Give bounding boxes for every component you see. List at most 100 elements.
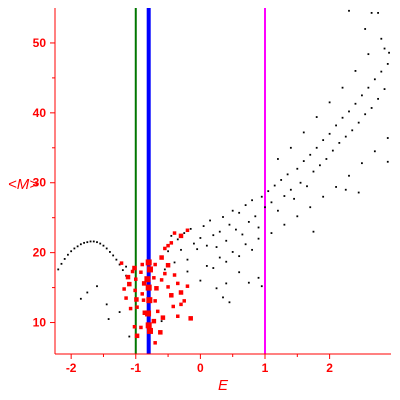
x-tick-label-1: -1	[130, 361, 141, 375]
point-red-0	[132, 265, 137, 271]
point-red-57	[188, 316, 193, 321]
point-black-124	[322, 195, 325, 198]
point-black-44	[205, 244, 208, 247]
point-black-72	[257, 237, 260, 240]
point-black-36	[180, 248, 182, 251]
data-points	[57, 9, 390, 345]
point-black-13	[99, 242, 102, 245]
point-red-15	[146, 266, 153, 273]
point-black-116	[377, 97, 379, 100]
point-black-119	[386, 63, 389, 65]
point-black-20	[121, 269, 124, 272]
point-black-97	[315, 146, 318, 149]
point-black-3	[67, 253, 69, 256]
point-black-130	[277, 158, 279, 160]
point-black-0	[57, 268, 60, 271]
point-red-1	[134, 277, 138, 281]
point-black-78	[247, 281, 250, 284]
point-red-7	[140, 262, 144, 267]
point-black-46	[212, 234, 215, 237]
point-red-47	[185, 284, 190, 288]
x-tick-label-2: 0	[197, 361, 204, 375]
point-black-10	[89, 240, 92, 243]
point-black-74	[222, 296, 224, 299]
point-black-133	[315, 116, 318, 118]
point-black-137	[367, 53, 370, 56]
point-red-58	[166, 243, 170, 248]
point-black-30	[160, 320, 163, 323]
point-red-32	[119, 261, 124, 265]
point-black-141	[377, 11, 379, 14]
point-black-61	[260, 195, 263, 198]
point-red-18	[146, 297, 153, 304]
point-black-59	[254, 215, 257, 218]
point-black-109	[354, 102, 357, 105]
point-black-83	[270, 201, 273, 204]
point-black-126	[348, 174, 350, 177]
point-red-2	[133, 288, 137, 293]
point-red-35	[124, 296, 128, 300]
point-black-85	[277, 209, 279, 212]
point-red-30	[125, 274, 131, 280]
y-tick-label-1: 20	[33, 246, 47, 260]
point-black-94	[306, 185, 308, 188]
point-black-33	[170, 234, 173, 237]
point-black-60	[257, 226, 260, 229]
point-black-81	[264, 206, 266, 209]
point-black-1	[60, 262, 63, 265]
point-red-38	[166, 285, 170, 289]
point-black-32	[167, 250, 169, 253]
point-black-48	[218, 230, 221, 233]
y-tick-label-4: 50	[33, 36, 47, 50]
x-tick-label-4: 2	[326, 361, 333, 375]
point-black-52	[231, 209, 234, 212]
point-black-17	[112, 254, 115, 257]
point-black-104	[338, 142, 341, 144]
point-black-24	[96, 285, 98, 288]
point-black-9	[86, 241, 89, 244]
point-black-120	[270, 232, 273, 234]
point-black-82	[267, 190, 270, 193]
point-black-12	[96, 241, 98, 244]
point-red-16	[144, 276, 151, 283]
point-red-20	[145, 322, 152, 329]
point-black-86	[280, 179, 283, 181]
point-red-45	[178, 290, 184, 295]
point-black-123	[309, 206, 312, 209]
point-black-69	[238, 255, 241, 258]
point-black-134	[328, 101, 331, 104]
point-black-35	[176, 238, 179, 241]
point-black-88	[286, 173, 289, 176]
point-black-57	[247, 220, 250, 223]
point-black-115	[373, 78, 376, 81]
point-black-27	[118, 311, 121, 313]
axes	[50, 8, 391, 359]
point-black-39	[189, 227, 192, 230]
point-red-11	[141, 298, 146, 302]
point-black-84	[273, 184, 276, 187]
point-black-7	[79, 243, 82, 246]
point-black-113	[367, 86, 370, 89]
point-black-122	[296, 215, 299, 218]
point-black-68	[231, 251, 234, 253]
point-black-91	[296, 167, 299, 170]
point-black-6	[76, 245, 79, 248]
point-red-55	[185, 228, 190, 233]
point-black-58	[251, 199, 253, 202]
point-red-42	[165, 262, 171, 268]
point-red-52	[169, 241, 174, 245]
point-red-51	[158, 330, 163, 335]
tick-labels: -2 -1 0 1 2 10 20 30 40 50	[33, 36, 334, 375]
point-black-76	[225, 282, 228, 285]
point-black-146	[357, 191, 360, 194]
point-black-98	[319, 164, 321, 167]
point-black-112	[364, 113, 367, 116]
point-black-108	[351, 129, 354, 132]
point-black-54	[238, 211, 241, 214]
point-red-22	[153, 262, 157, 267]
point-black-18	[115, 258, 118, 261]
y-tick-label-0: 10	[33, 316, 47, 330]
point-black-100	[325, 158, 328, 160]
point-red-56	[163, 246, 167, 251]
point-black-70	[244, 243, 247, 246]
